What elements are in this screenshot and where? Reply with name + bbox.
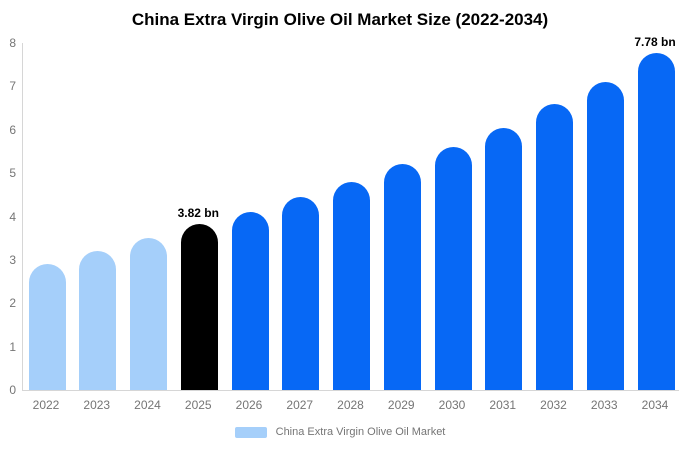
x-tick-2034: 2034 [641,398,669,412]
legend-item[interactable]: China Extra Virgin Olive Oil Market [234,426,446,438]
bar-2030[interactable] [434,147,472,390]
y-tick-7: 7 [9,79,16,94]
x-tick-2022: 2022 [32,398,60,412]
bar-2032[interactable] [536,103,573,390]
bar-2028[interactable] [333,181,370,390]
x-tick-2026: 2026 [235,398,263,412]
y-tick-3: 3 [9,252,16,267]
chart-title: China Extra Virgin Olive Oil Market Size… [131,10,549,29]
legend-label: China Extra Virgin Olive Oil Market [275,426,446,438]
bar-2026[interactable] [231,212,269,390]
bar-2023[interactable] [79,251,117,390]
bar-2034[interactable] [637,52,675,390]
y-tick-5: 5 [9,166,16,181]
y-tick-0: 0 [9,383,16,397]
value-label-2034: 7.78 bn [634,34,676,49]
bar-2024[interactable] [130,238,167,390]
y-tick-2: 2 [9,296,16,311]
bar-2033[interactable] [586,82,624,390]
bar-2029[interactable] [383,164,421,390]
bar-2025[interactable] [180,224,218,390]
legend-swatch [234,426,267,438]
legend: China Extra Virgin Olive Oil Market [0,426,680,438]
bar-2031[interactable] [485,127,523,390]
bar-2022[interactable] [28,264,66,390]
y-tick-6: 6 [9,122,16,137]
x-tick-2030: 2030 [438,398,466,412]
y-tick-4: 4 [9,209,16,224]
x-tick-2024: 2024 [134,398,161,412]
x-tick-2032: 2032 [540,398,567,412]
y-tick-8: 8 [9,36,16,50]
x-tick-2027: 2027 [286,398,314,412]
value-label-2025: 3.82 bn [177,206,219,221]
plot-area [22,43,679,391]
x-tick-2023: 2023 [83,398,111,412]
x-tick-2025: 2025 [184,398,212,412]
x-tick-2031: 2031 [489,398,517,412]
bar-2027[interactable] [282,196,320,390]
y-tick-1: 1 [9,339,16,354]
x-tick-2029: 2029 [387,398,415,412]
x-tick-2028: 2028 [337,398,364,412]
x-tick-2033: 2033 [590,398,618,412]
